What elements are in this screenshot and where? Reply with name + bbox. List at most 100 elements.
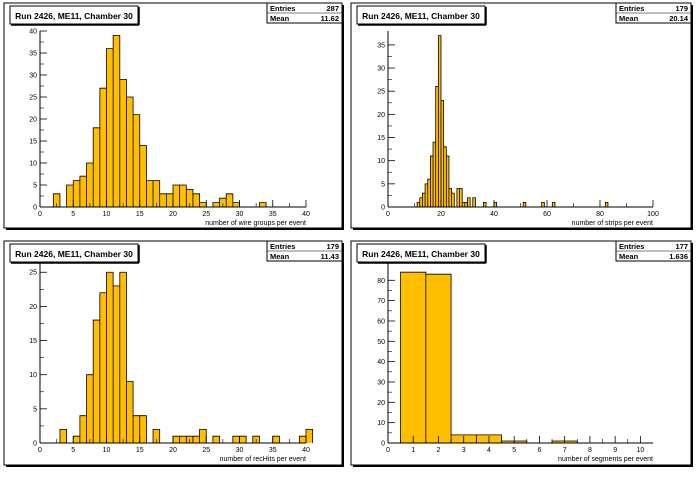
histogram-bar (446, 156, 449, 207)
title-box (356, 243, 486, 263)
y-tick-label: 30 (377, 66, 385, 73)
chart-title: Run 2426, ME11, Chamber 30 (15, 249, 133, 259)
histogram-bar (425, 183, 428, 207)
x-tick-label: 10 (636, 447, 644, 454)
histogram-bar (79, 415, 87, 443)
histogram-bar (166, 193, 173, 207)
x-axis-label: number of strips per event (572, 220, 653, 227)
y-tick-label: 25 (377, 89, 385, 96)
y-tick-label: 35 (29, 51, 37, 58)
x-tick-label: 35 (269, 211, 277, 218)
histogram-panel-3: 0 5 10 15 20 25 0 5 10 15 20 25 30 35 40 number of recH… (3, 240, 344, 467)
histogram-bar (106, 272, 114, 443)
y-tick-label: 15 (377, 135, 385, 142)
x-tick-label: 15 (136, 447, 144, 454)
x-tick-label: 10 (103, 211, 111, 218)
histogram-panel-2: 0 5 10 15 20 25 30 35 0 20 40 60 80 100 number of stri… (350, 2, 693, 230)
y-tick-label: 5 (33, 183, 37, 190)
histogram-bar (86, 374, 94, 443)
stats-entries-value: 179 (675, 4, 688, 13)
y-tick-label: 10 (377, 420, 385, 427)
x-tick-label: 5 (512, 447, 516, 454)
x-tick-label: 20 (437, 211, 445, 218)
x-tick-label: 8 (588, 447, 592, 454)
histogram-bar (113, 285, 120, 443)
x-tick-label: 40 (302, 211, 310, 218)
histogram-bar (456, 188, 460, 207)
histogram-bar (73, 180, 80, 207)
histogram-bar (173, 185, 180, 207)
histogram-bar (433, 142, 436, 207)
histogram-bar (179, 436, 187, 443)
y-tick-label: 0 (381, 441, 385, 448)
histogram-bar (419, 197, 423, 207)
histogram-bar (441, 100, 444, 207)
stats-mean-label: Mean (619, 14, 639, 23)
stats-mean-label: Mean (270, 14, 290, 23)
x-tick-label: 3 (462, 447, 466, 454)
y-tick-label: 25 (29, 95, 37, 102)
histogram-bar (179, 185, 187, 207)
x-tick-label: 30 (236, 211, 244, 218)
histogram-bar (417, 202, 420, 207)
histogram-bar (186, 189, 193, 207)
stats-mean-value: 11.62 (321, 14, 339, 23)
x-tick-label: 1 (411, 447, 415, 454)
histogram-bar (494, 202, 497, 207)
x-tick-label: 80 (596, 211, 604, 218)
histogram-bar (226, 193, 233, 207)
histogram-bar (523, 202, 526, 207)
y-tick-label: 5 (33, 406, 37, 413)
histogram-bar (192, 193, 200, 207)
y-tick-label: 20 (29, 304, 37, 311)
histogram-bar (451, 193, 455, 207)
histogram-bar (435, 86, 439, 207)
x-tick-label: 20 (169, 211, 177, 218)
histogram-bar (139, 415, 147, 443)
histogram-bar (464, 202, 468, 207)
y-tick-label: 20 (377, 112, 385, 119)
y-tick-label: 10 (29, 372, 37, 379)
x-axis-label: number of segments per event (558, 456, 653, 463)
chart-title: Run 2426, ME11, Chamber 30 (15, 11, 133, 21)
histogram-bar (133, 415, 140, 443)
histogram-bar (422, 193, 426, 207)
histogram-bar (93, 320, 100, 443)
y-tick-label: 70 (377, 298, 385, 305)
histogram-bar (126, 381, 134, 443)
x-tick-label: 35 (269, 447, 277, 454)
x-tick-label: 40 (490, 211, 498, 218)
pad-frame (350, 2, 692, 229)
histogram-bar (146, 180, 154, 207)
histogram-bar (425, 274, 452, 443)
y-tick-label: 25 (29, 270, 37, 277)
histogram-bar (552, 202, 555, 207)
x-tick-label: 6 (537, 447, 541, 454)
histogram-bar (199, 202, 207, 207)
histogram-bar (427, 179, 431, 207)
histogram-bar (99, 292, 107, 443)
histogram-bar (73, 436, 80, 443)
histogram-bar (79, 176, 87, 207)
x-tick-label: 0 (38, 211, 42, 218)
stats-entries-value: 287 (326, 4, 339, 13)
x-tick-label: 30 (236, 447, 244, 454)
histogram-bar (259, 202, 267, 207)
histogram-bar (86, 163, 94, 207)
x-tick-label: 15 (136, 211, 144, 218)
histogram-bar (443, 146, 447, 207)
histogram-bar (467, 197, 471, 207)
x-tick-label: 25 (202, 211, 210, 218)
y-tick-label: 0 (33, 205, 37, 212)
histogram-bar (106, 48, 114, 207)
histogram-bar (153, 180, 160, 207)
histogram-outline (59, 271, 314, 443)
stats-entries-value: 177 (675, 242, 688, 251)
histogram-bar (212, 202, 220, 207)
histogram-bar (99, 88, 107, 207)
x-tick-label: 100 (647, 211, 659, 218)
stats-mean-value: 20.14 (669, 14, 689, 23)
x-tick-label: 20 (169, 447, 177, 454)
